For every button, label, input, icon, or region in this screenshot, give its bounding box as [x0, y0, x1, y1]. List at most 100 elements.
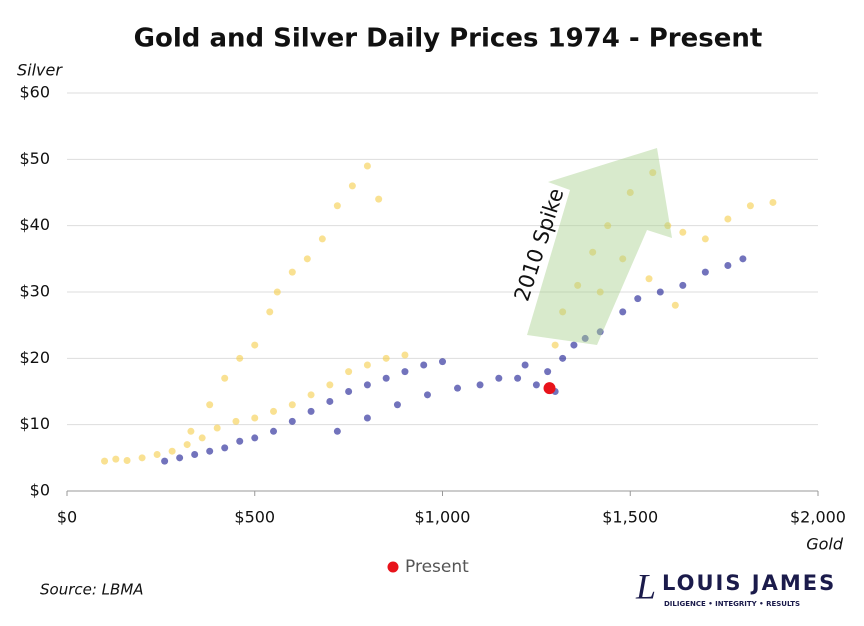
point: [176, 454, 184, 462]
point: [288, 401, 296, 409]
point: [420, 361, 428, 369]
point: [521, 361, 529, 369]
point: [138, 454, 146, 462]
y-tick-label: $60: [19, 83, 50, 102]
point: [345, 388, 353, 395]
spike-arrow: [527, 148, 672, 345]
x-axis-label: Gold: [806, 535, 844, 554]
point: [701, 268, 709, 276]
point: [288, 268, 296, 276]
point: [191, 451, 199, 459]
point: [543, 382, 556, 395]
point: [273, 288, 281, 296]
point: [423, 391, 431, 399]
point: [333, 427, 341, 435]
y-axis-label: Silver: [17, 61, 63, 80]
point: [559, 308, 567, 316]
point: [570, 341, 578, 349]
point: [251, 341, 259, 349]
point: [251, 414, 259, 422]
point: [589, 248, 597, 256]
x-tick-label: $0: [57, 508, 77, 527]
point: [382, 354, 390, 362]
point: [679, 281, 687, 289]
point: [333, 202, 341, 210]
point: [559, 354, 567, 362]
point: [701, 235, 709, 243]
point: [532, 381, 540, 389]
point: [581, 334, 589, 342]
point: [168, 447, 176, 455]
point: [551, 341, 559, 349]
point: [454, 384, 462, 392]
point: [288, 417, 296, 425]
point: [213, 424, 221, 432]
point: [363, 361, 371, 369]
point: [514, 374, 522, 382]
point: [401, 368, 409, 376]
point: [348, 182, 356, 190]
point: [206, 447, 214, 455]
point: [270, 427, 278, 435]
point: [626, 189, 634, 196]
point: [619, 308, 627, 316]
point: [221, 374, 229, 382]
point: [401, 351, 409, 359]
point: [495, 374, 503, 382]
brand-tagline: DILIGENCE • INTEGRITY • RESULTS: [664, 600, 800, 608]
point: [251, 434, 259, 442]
point: [544, 368, 552, 376]
point: [724, 261, 732, 269]
points: [101, 162, 777, 465]
x-tick-label: $2,000: [790, 508, 846, 527]
point: [363, 381, 371, 389]
point: [345, 368, 353, 376]
point: [363, 162, 371, 170]
point: [307, 391, 315, 399]
y-tick-label: $40: [19, 215, 50, 234]
point: [596, 328, 604, 336]
point: [198, 434, 206, 442]
point: [232, 417, 240, 425]
point: [679, 228, 687, 236]
point: [656, 288, 664, 296]
point: [604, 222, 612, 230]
point: [724, 215, 732, 223]
legend-label: Present: [405, 557, 469, 577]
y-tick-label: $0: [30, 481, 50, 500]
point: [769, 198, 777, 206]
legend-marker: [387, 561, 399, 573]
source: Source: LBMA: [40, 581, 144, 599]
point: [236, 354, 244, 362]
y-tick-label: $10: [19, 414, 50, 433]
point: [739, 255, 747, 263]
grid: $0 $10 $20 $30 $40 $50 $60 $0 $500 $1,000 $1,500 $2…: [19, 83, 846, 527]
point: [326, 397, 334, 405]
point: [746, 202, 754, 210]
point: [596, 288, 604, 296]
point: [303, 255, 311, 263]
y-tick-label: $50: [19, 149, 50, 168]
point: [326, 381, 334, 389]
point: [101, 457, 109, 465]
point: [634, 295, 642, 303]
point: [161, 457, 169, 465]
x-tick-label: $500: [234, 508, 275, 527]
point: [619, 255, 627, 263]
x-tick-label: $1,500: [602, 508, 658, 527]
point: [439, 358, 446, 366]
brand-mark: L: [635, 566, 656, 606]
point: [382, 374, 390, 382]
y-tick-label: $30: [19, 282, 50, 301]
point: [206, 401, 214, 409]
point: [183, 441, 191, 449]
point: [187, 427, 195, 435]
point: [221, 444, 229, 452]
point: [671, 301, 679, 309]
y-tick-label: $20: [19, 348, 50, 367]
point: [318, 235, 326, 243]
point: [375, 195, 383, 203]
point: [645, 275, 653, 283]
